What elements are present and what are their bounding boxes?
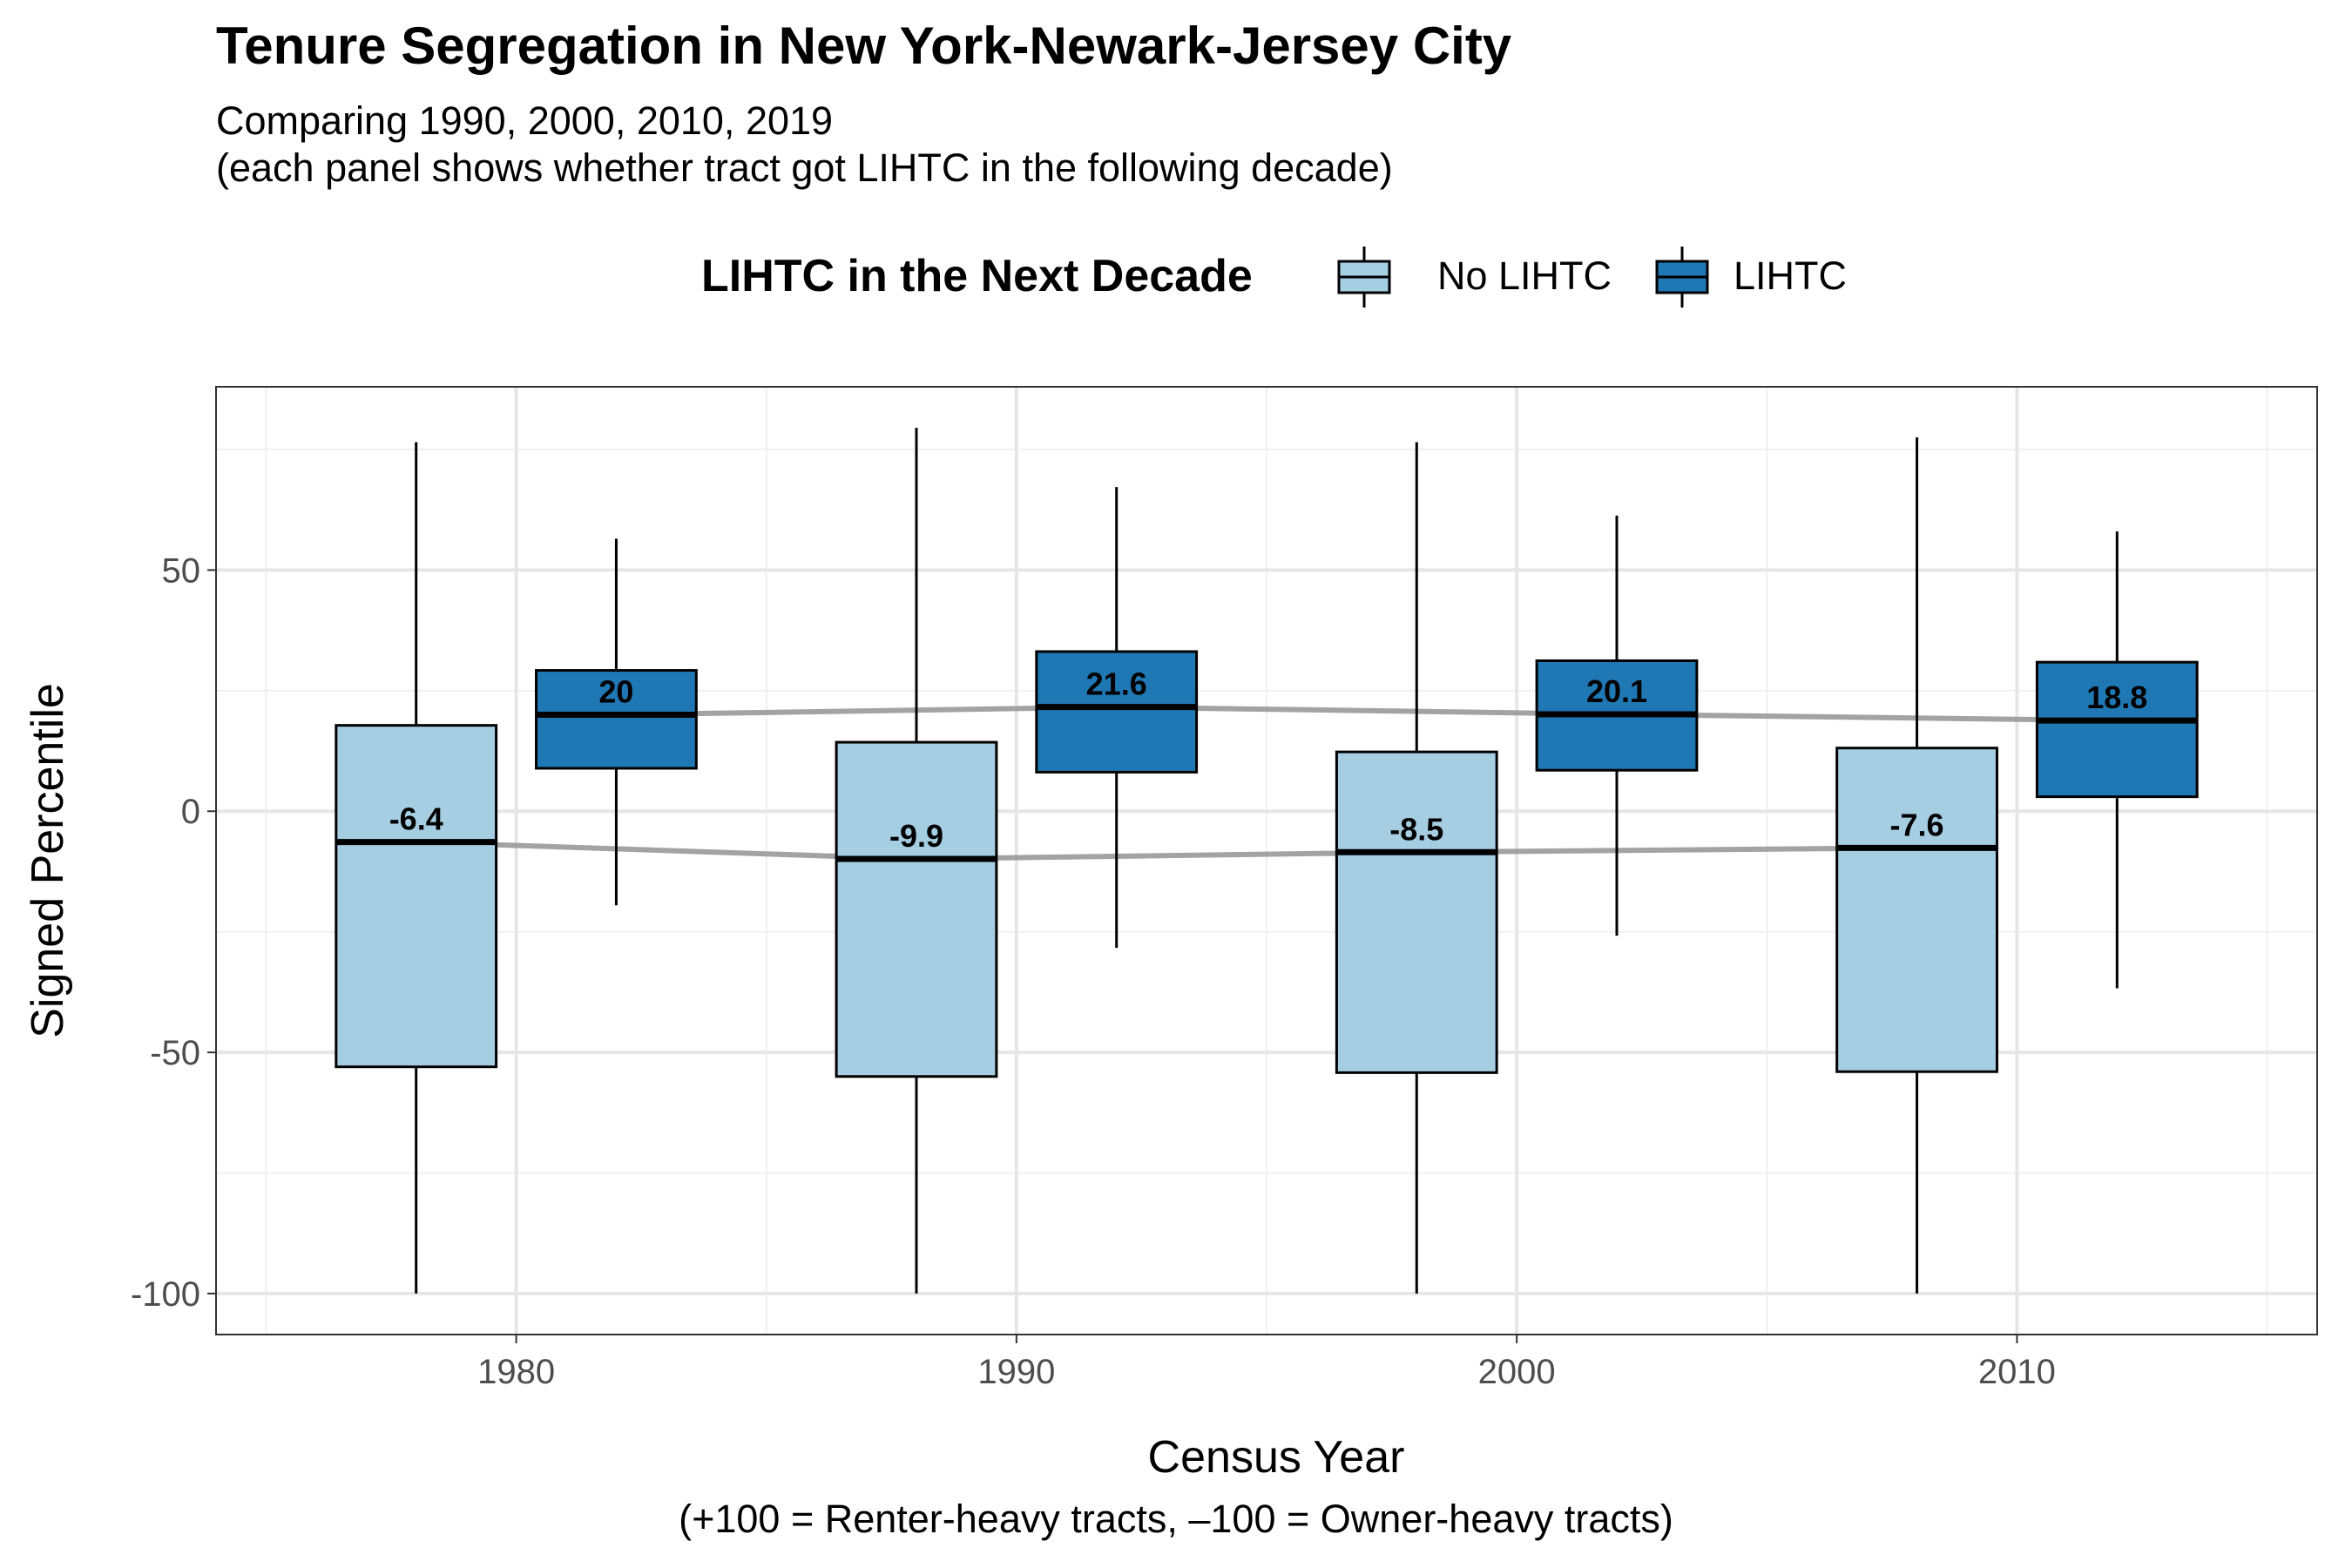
chart-title: Tenure Segregation in New York-Newark-Je… [216,17,1512,75]
median-label: -6.4 [389,801,443,837]
legend-key-lihtc [1655,247,1709,308]
box-body [335,724,498,1069]
median-label: 18.8 [2086,679,2147,715]
box-body [1335,750,1498,1074]
median-label: -7.6 [1890,807,1944,842]
box-body [1035,650,1199,774]
median-label: 20.1 [1586,673,1647,709]
x-tick-label: 1990 [977,1353,1055,1391]
box-body [835,740,998,1078]
plot-border [215,386,2318,1335]
x-tick-label: 2000 [1478,1353,1556,1391]
y-tick-label: 50 [162,551,201,590]
box-body [2035,660,2199,799]
x-axis-title: Census Year [1148,1432,1405,1483]
median-label: -9.9 [889,818,943,854]
legend-label-no-lihtc: No LIHTC [1437,253,1612,298]
x-tick-label: 1980 [477,1353,555,1391]
median-label: 21.6 [1086,666,1147,702]
box-body [1835,747,1998,1073]
legend-title: LIHTC in the Next Decade [701,251,1253,301]
box-body [535,669,698,770]
median-label: -8.5 [1389,811,1443,847]
legend-label-lihtc: LIHTC [1734,253,1848,298]
y-tick-label: 0 [181,793,200,831]
y-tick-label: -50 [150,1034,200,1072]
median-trend-line [416,839,1917,862]
legend: LIHTC in the Next Decade No LIHTC LIHTC [0,247,2352,308]
median-label: 20 [598,674,633,710]
y-axis-title: Signed Percentile [23,683,73,1038]
chart-subtitle: Comparing 1990, 2000, 2010, 2019 (each p… [216,98,1393,190]
chart-caption: (+100 = Renter-heavy tracts, –100 = Owne… [679,1497,1673,1541]
x-tick-label: 2010 [1978,1353,2056,1391]
y-tick-label: -100 [131,1275,200,1314]
legend-key-no-lihtc [1337,247,1391,308]
median-trend-line [616,704,2118,724]
